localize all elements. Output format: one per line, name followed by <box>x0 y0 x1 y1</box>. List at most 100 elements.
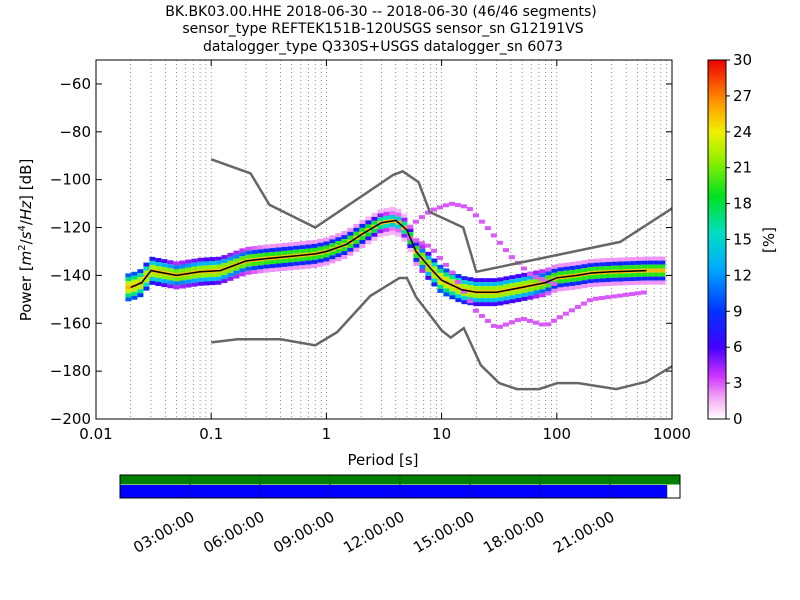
heatmap-cell <box>215 280 222 285</box>
heatmap-cell <box>263 268 270 273</box>
heatmap-cell <box>287 242 294 247</box>
heatmap-cell <box>581 260 588 265</box>
heatmap-cell <box>569 269 576 274</box>
heatmap-cell <box>191 258 198 263</box>
heatmap-cell <box>197 261 204 266</box>
heatmap-cell <box>125 281 132 286</box>
y-label-part: / <box>17 219 35 225</box>
heatmap-cell <box>215 276 222 281</box>
plot-area: 0.01 0.1 1 10 100 1000 −60 −80 −100 −120 −140 −160… <box>50 59 691 443</box>
heatmap-cell <box>538 277 545 282</box>
heatmap-cell <box>557 271 564 276</box>
heatmap-cell <box>317 242 324 247</box>
psd-heatmap <box>125 201 666 329</box>
heatmap-cell <box>407 228 414 233</box>
heatmap-cell <box>539 269 546 274</box>
colorbar-tick-label: 3 <box>733 374 743 392</box>
heatmap-cell <box>557 287 564 292</box>
heatmap-cell <box>383 215 390 220</box>
heatmap-cell <box>509 283 516 288</box>
heatmap-cell <box>611 277 618 282</box>
heatmap-cell <box>479 294 486 299</box>
coverage-bar-top <box>120 475 680 485</box>
heatmap-cell <box>203 261 210 266</box>
heatmap-cell <box>209 261 216 266</box>
heatmap-cell <box>401 233 408 238</box>
heatmap-cell <box>383 207 390 212</box>
heatmap-cell <box>401 229 408 234</box>
heatmap-cell <box>371 236 378 241</box>
heatmap-cell <box>503 280 510 285</box>
heatmap-cell <box>490 323 497 328</box>
heatmap-cell <box>221 271 228 276</box>
heatmap-cell <box>533 286 540 291</box>
heatmap-cell <box>239 268 246 273</box>
heatmap-cell <box>359 239 366 244</box>
heatmap-cell <box>227 272 234 277</box>
heatmap-cell <box>161 275 168 280</box>
heatmap-cell <box>257 245 264 250</box>
heatmap-cell <box>389 214 396 219</box>
heatmap-cell <box>227 268 234 273</box>
heatmap-cell <box>611 273 618 278</box>
heatmap-cell <box>323 241 330 246</box>
heatmap-cell <box>425 251 432 256</box>
heatmap-cell <box>550 281 557 286</box>
heatmap-cell <box>143 262 150 267</box>
heatmap-cell <box>143 270 150 275</box>
heatmap-cell <box>323 253 330 258</box>
heatmap-cell <box>371 212 378 217</box>
heatmap-cell <box>454 280 461 285</box>
heatmap-cell <box>557 263 564 268</box>
heatmap-cell <box>635 276 642 281</box>
heatmap-cell <box>335 257 342 262</box>
heatmap-cell <box>245 246 252 251</box>
time-label: 12:00:00 <box>340 508 407 557</box>
heatmap-cell <box>551 264 558 269</box>
heatmap-cell <box>545 271 552 276</box>
heatmap-cell <box>413 241 420 246</box>
heatmap-cell <box>659 272 666 277</box>
heatmap-cell <box>203 281 210 286</box>
heatmap-cell <box>418 215 425 220</box>
heatmap-cell <box>551 268 558 273</box>
heatmap-cell <box>634 291 641 296</box>
colorbar-tick-label: 0 <box>733 410 743 428</box>
heatmap-cell <box>257 253 264 258</box>
colorbar-tick-label: 21 <box>733 159 752 177</box>
heatmap-cell <box>599 282 606 287</box>
heatmap-cell <box>635 280 642 285</box>
heatmap-cell <box>425 259 432 264</box>
heatmap-cell <box>281 266 288 271</box>
heatmap-cell <box>580 301 587 306</box>
heatmap-cell <box>653 280 660 285</box>
heatmap-cell <box>239 248 246 253</box>
heatmap-cell <box>616 293 623 298</box>
heatmap-cell <box>575 281 582 286</box>
heatmap-cell <box>257 269 264 274</box>
colorbar-tick-label: 9 <box>733 302 743 320</box>
heatmap-cell <box>137 289 144 294</box>
time-label: 21:00:00 <box>550 508 617 557</box>
heatmap-cell <box>437 280 444 285</box>
heatmap-cell <box>587 275 594 280</box>
heatmap-cell <box>359 223 366 228</box>
heatmap-cell <box>484 226 491 231</box>
heatmap-cell <box>449 295 456 300</box>
heatmap-cell <box>617 257 624 262</box>
heatmap-cell <box>527 279 534 284</box>
heatmap-cell <box>191 274 198 279</box>
heatmap-cell <box>251 246 258 251</box>
heatmap-cell <box>401 237 408 242</box>
heatmap-cell <box>353 223 360 228</box>
y-tick-label: −200 <box>50 410 91 428</box>
heatmap-cell <box>155 258 162 263</box>
heatmap-cell <box>371 228 378 233</box>
heatmap-cell <box>443 272 450 277</box>
heatmap-cell <box>641 276 648 281</box>
y-axis-label: Power [m2/s4/Hz] [dB] <box>17 159 35 322</box>
heatmap-cell <box>179 276 186 281</box>
heatmap-cell <box>418 241 425 246</box>
heatmap-cell <box>251 250 258 255</box>
heatmap-cell <box>605 278 612 283</box>
